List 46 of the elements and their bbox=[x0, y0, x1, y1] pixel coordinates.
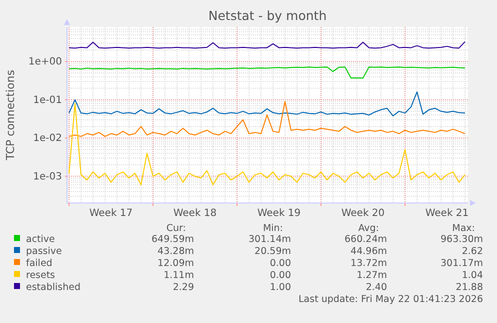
text: Last update: Fri May 22 01:41:23 2026 bbox=[298, 294, 483, 305]
x-tick-label: Week 21 bbox=[425, 208, 469, 220]
line-series bbox=[68, 66, 466, 79]
text: Min: bbox=[262, 223, 283, 234]
text: 43.28m bbox=[158, 246, 194, 257]
text: 2.62 bbox=[462, 246, 483, 257]
text: Max: bbox=[452, 223, 475, 234]
y-axis-title: TCP connections bbox=[4, 70, 17, 162]
text: 1.04 bbox=[462, 270, 483, 281]
chart-title: Netstat - by month bbox=[208, 8, 327, 23]
text: 1.11m bbox=[164, 270, 194, 281]
line-series bbox=[68, 102, 466, 186]
text: 0.00 bbox=[270, 270, 291, 281]
x-tick-label: Week 18 bbox=[173, 208, 217, 220]
text: 301.17m bbox=[440, 258, 483, 269]
text: 21.88 bbox=[456, 282, 483, 293]
text: 1.00 bbox=[270, 282, 291, 293]
text: 44.96m bbox=[350, 246, 387, 257]
text: 301.14m bbox=[248, 234, 291, 245]
legend-label: established bbox=[26, 282, 80, 293]
text: 0.00 bbox=[270, 258, 291, 269]
text: 2.40 bbox=[366, 282, 387, 293]
line-series bbox=[68, 101, 466, 137]
text: 20.59m bbox=[254, 246, 291, 257]
text: 13.72m bbox=[350, 258, 387, 269]
text: Avg: bbox=[358, 223, 379, 234]
line-series bbox=[68, 91, 466, 116]
legend-label: passive bbox=[26, 246, 62, 257]
text: 12.09m bbox=[158, 258, 194, 269]
y-tick-label: 1e-01 bbox=[33, 94, 62, 106]
y-tick-label: 1e-02 bbox=[33, 133, 62, 144]
text: Cur: bbox=[166, 223, 186, 234]
x-tick-label: Week 20 bbox=[341, 208, 385, 220]
text: 660.24m bbox=[344, 234, 387, 245]
text: 649.59m bbox=[152, 234, 194, 245]
legend-label: failed bbox=[26, 258, 52, 269]
y-tick-label: 1e-03 bbox=[33, 171, 62, 182]
legend-label: active bbox=[26, 234, 56, 245]
text: 963.30m bbox=[440, 234, 483, 245]
x-tick-label: Week 19 bbox=[257, 208, 301, 220]
line-series bbox=[68, 41, 466, 49]
text: 1.27m bbox=[356, 270, 387, 281]
legend-label: resets bbox=[26, 270, 56, 281]
x-tick-label: Week 17 bbox=[89, 208, 133, 220]
y-tick-label: 1e+00 bbox=[28, 56, 62, 68]
text: 2.29 bbox=[172, 282, 194, 293]
